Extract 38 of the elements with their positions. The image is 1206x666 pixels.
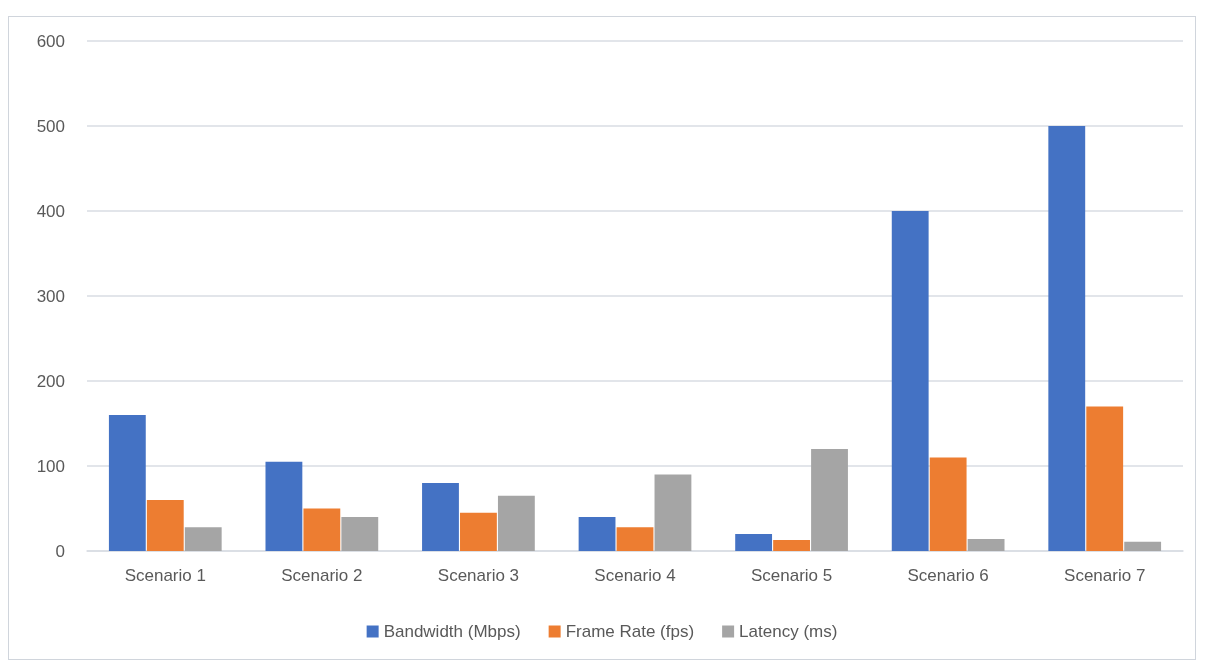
- bar: [108, 415, 146, 551]
- y-tick-label: 100: [36, 456, 65, 476]
- bar: [578, 517, 616, 551]
- x-tick-label: Scenario 7: [1064, 566, 1146, 585]
- bar: [891, 211, 929, 551]
- bar: [929, 457, 967, 551]
- y-tick-label: 400: [36, 201, 65, 221]
- bar: [735, 534, 773, 551]
- y-tick-label: 500: [36, 116, 65, 136]
- bar: [1048, 126, 1086, 551]
- bar: [811, 449, 848, 551]
- x-tick-label: Scenario 5: [750, 566, 833, 585]
- bar: [422, 483, 459, 551]
- x-tick-label: Scenario 3: [437, 566, 520, 585]
- legend-label: Bandwidth (Mbps): [383, 622, 521, 641]
- x-tick-label: Scenario 4: [594, 566, 676, 585]
- bar: [146, 500, 184, 551]
- legend-label: Latency (ms): [739, 622, 838, 641]
- x-tick-label: Scenario 1: [124, 566, 206, 585]
- bar: [616, 527, 654, 551]
- bar: [184, 527, 222, 551]
- x-tick-label: Scenario 6: [907, 566, 989, 585]
- bar: [460, 512, 497, 551]
- bar: [341, 517, 379, 551]
- bar: [773, 539, 810, 551]
- bar: [265, 461, 303, 551]
- bar: [1124, 541, 1162, 551]
- y-tick-label: 0: [55, 541, 65, 561]
- bar: [654, 474, 692, 551]
- y-tick-label: 200: [36, 371, 65, 391]
- bar: [303, 508, 341, 551]
- legend-label: Frame Rate (fps): [565, 622, 695, 641]
- bar: [967, 539, 1005, 551]
- y-tick-label: 300: [36, 286, 65, 306]
- y-tick-label: 600: [36, 31, 65, 51]
- bar: [1086, 406, 1124, 551]
- x-tick-label: Scenario 2: [281, 566, 363, 585]
- bar: [497, 495, 535, 551]
